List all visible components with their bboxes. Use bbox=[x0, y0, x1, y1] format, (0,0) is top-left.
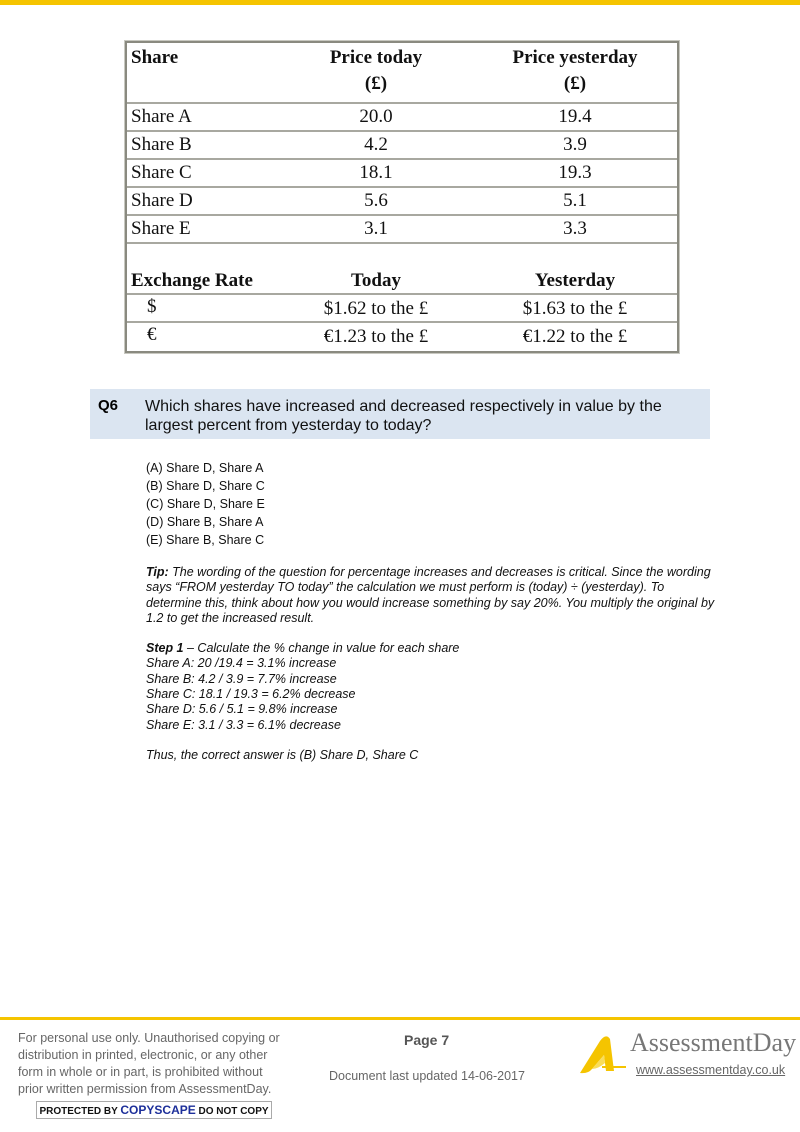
currency: $ bbox=[147, 296, 157, 317]
page-number: Page 7 bbox=[404, 1032, 450, 1048]
share-name: Share B bbox=[131, 134, 192, 155]
question-text: Which shares have increased and decrease… bbox=[145, 398, 662, 434]
question-box: Q6 Which shares have increased and decre… bbox=[90, 389, 710, 439]
table-row: Share B 4.2 3.9 bbox=[127, 132, 677, 160]
footer-divider bbox=[0, 1017, 800, 1020]
header-today-unit: (£) bbox=[364, 73, 388, 94]
price-yesterday: 3.9 bbox=[563, 134, 587, 155]
last-updated: Document last updated 14-06-2017 bbox=[329, 1069, 525, 1083]
share-name: Share C bbox=[131, 162, 192, 183]
step-line: Share D: 5.6 / 5.1 = 9.8% increase bbox=[146, 702, 338, 717]
copyscape-pre: PROTECTED BY bbox=[39, 1106, 121, 1117]
exchange-yesterday-header: Yesterday bbox=[534, 270, 616, 291]
tip-label: Tip: bbox=[146, 565, 169, 579]
rate-today: $1.62 to the £ bbox=[323, 298, 429, 319]
copyscape-brand: COPYSCAPE bbox=[120, 1103, 196, 1117]
table-row: Share A 20.0 19.4 bbox=[127, 104, 677, 132]
copyscape-badge[interactable]: PROTECTED BY COPYSCAPE DO NOT COPY bbox=[36, 1101, 272, 1119]
legal-notice: For personal use only. Unauthorised copy… bbox=[18, 1030, 280, 1098]
step-line: Share E: 3.1 / 3.3 = 6.1% decrease bbox=[146, 717, 341, 732]
question-number: Q6 bbox=[98, 397, 119, 414]
rate-yesterday: $1.63 to the £ bbox=[522, 298, 628, 319]
tip: Tip: The wording of the question for per… bbox=[146, 565, 716, 626]
table-row: Share E 3.1 3.3 bbox=[127, 216, 677, 244]
top-accent-bar bbox=[0, 0, 800, 5]
rate-yesterday: €1.22 to the £ bbox=[522, 326, 628, 347]
price-yesterday: 19.3 bbox=[558, 162, 592, 183]
step-line: Share C: 18.1 / 19.3 = 6.2% decrease bbox=[146, 687, 356, 702]
exchange-header-row: Exchange Rate Today Yesterday bbox=[127, 244, 677, 295]
exchange-today-header: Today bbox=[351, 270, 401, 291]
step-label: Step 1 bbox=[146, 641, 184, 656]
header-share: Share bbox=[131, 47, 179, 68]
table-header-row: Share Price today (£) Price yesterday (£… bbox=[127, 43, 677, 104]
exchange-rate-label: Exchange Rate bbox=[131, 270, 253, 291]
price-yesterday: 3.3 bbox=[563, 218, 587, 239]
website-link[interactable]: www.assessmentday.co.uk bbox=[636, 1063, 786, 1077]
option-b: (B) Share D, Share C bbox=[146, 479, 265, 493]
legal-line: form in whole or in part, is prohibited … bbox=[18, 1065, 263, 1079]
assessmentday-logo-icon bbox=[580, 1036, 626, 1074]
price-today: 18.1 bbox=[359, 162, 393, 183]
header-today: Price today bbox=[329, 47, 423, 68]
share-name: Share E bbox=[131, 218, 191, 239]
header-yesterday-unit: (£) bbox=[563, 73, 587, 94]
share-name: Share D bbox=[131, 190, 193, 211]
share-price-table: Share Price today (£) Price yesterday (£… bbox=[125, 41, 679, 353]
price-today: 20.0 bbox=[359, 106, 393, 127]
tip-text: The wording of the question for percenta… bbox=[146, 565, 715, 625]
option-e: (E) Share B, Share C bbox=[146, 533, 265, 547]
explanation: Tip: The wording of the question for per… bbox=[146, 565, 716, 778]
rate-today: €1.23 to the £ bbox=[323, 326, 429, 347]
price-today: 4.2 bbox=[364, 134, 388, 155]
option-c: (C) Share D, Share E bbox=[146, 497, 265, 511]
table-row: Share C 18.1 19.3 bbox=[127, 160, 677, 188]
answer-options: (A) Share D, Share A (B) Share D, Share … bbox=[146, 459, 265, 549]
share-name: Share A bbox=[131, 106, 192, 127]
option-a: (A) Share D, Share A bbox=[146, 461, 264, 475]
legal-line: For personal use only. Unauthorised copy… bbox=[18, 1031, 280, 1045]
currency: € bbox=[147, 324, 157, 345]
step-line: Share A: 20 /19.4 = 3.1% increase bbox=[146, 656, 337, 671]
price-yesterday: 19.4 bbox=[558, 106, 592, 127]
brand-name: AssessmentDay bbox=[630, 1028, 797, 1057]
step-1: Step 1 – Calculate the % change in value… bbox=[146, 641, 716, 733]
legal-line: prior written permission from Assessment… bbox=[18, 1082, 272, 1096]
step-text: – Calculate the % change in value for ea… bbox=[183, 641, 460, 656]
step-line: Share B: 4.2 / 3.9 = 7.7% increase bbox=[146, 671, 337, 686]
legal-line: distribution in printed, electronic, or … bbox=[18, 1048, 268, 1062]
copyscape-post: DO NOT COPY bbox=[195, 1106, 269, 1117]
price-today: 3.1 bbox=[364, 218, 388, 239]
conclusion: Thus, the correct answer is (B) Share D,… bbox=[146, 747, 419, 762]
header-yesterday: Price yesterday bbox=[512, 47, 638, 68]
option-d: (D) Share B, Share A bbox=[146, 515, 264, 529]
table-row: Share D 5.6 5.1 bbox=[127, 188, 677, 216]
exchange-row: € €1.23 to the £ €1.22 to the £ bbox=[127, 323, 677, 349]
price-today: 5.6 bbox=[364, 190, 388, 211]
price-yesterday: 5.1 bbox=[563, 190, 587, 211]
exchange-row: $ $1.62 to the £ $1.63 to the £ bbox=[127, 295, 677, 323]
